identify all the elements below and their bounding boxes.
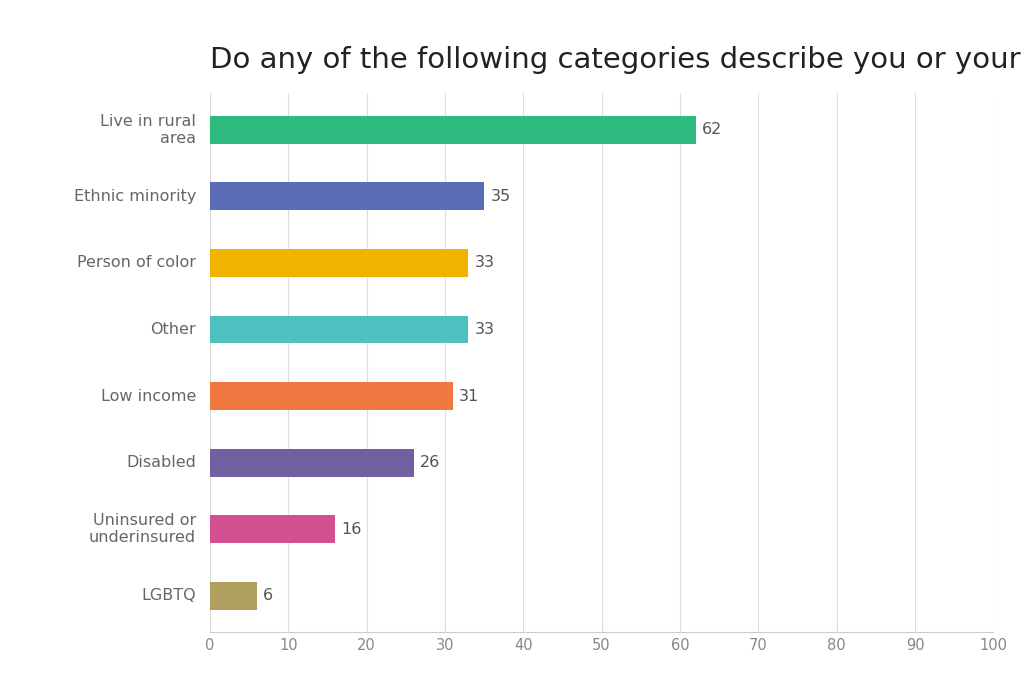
Bar bbox=[210, 448, 414, 477]
Bar bbox=[210, 182, 484, 210]
Text: 33: 33 bbox=[475, 322, 495, 337]
Text: 33: 33 bbox=[475, 256, 495, 270]
Text: 31: 31 bbox=[459, 388, 479, 404]
Bar bbox=[210, 249, 468, 277]
Text: 35: 35 bbox=[490, 189, 511, 204]
Text: 26: 26 bbox=[420, 455, 440, 470]
Bar bbox=[210, 515, 335, 543]
Text: 6: 6 bbox=[263, 588, 273, 603]
Text: 16: 16 bbox=[342, 522, 361, 537]
Text: Do any of the following categories describe you or your situation?: Do any of the following categories descr… bbox=[210, 46, 1024, 75]
Bar bbox=[210, 582, 257, 609]
Text: 62: 62 bbox=[701, 122, 722, 138]
Bar bbox=[210, 316, 468, 343]
Bar bbox=[210, 382, 453, 410]
Bar bbox=[210, 116, 695, 144]
